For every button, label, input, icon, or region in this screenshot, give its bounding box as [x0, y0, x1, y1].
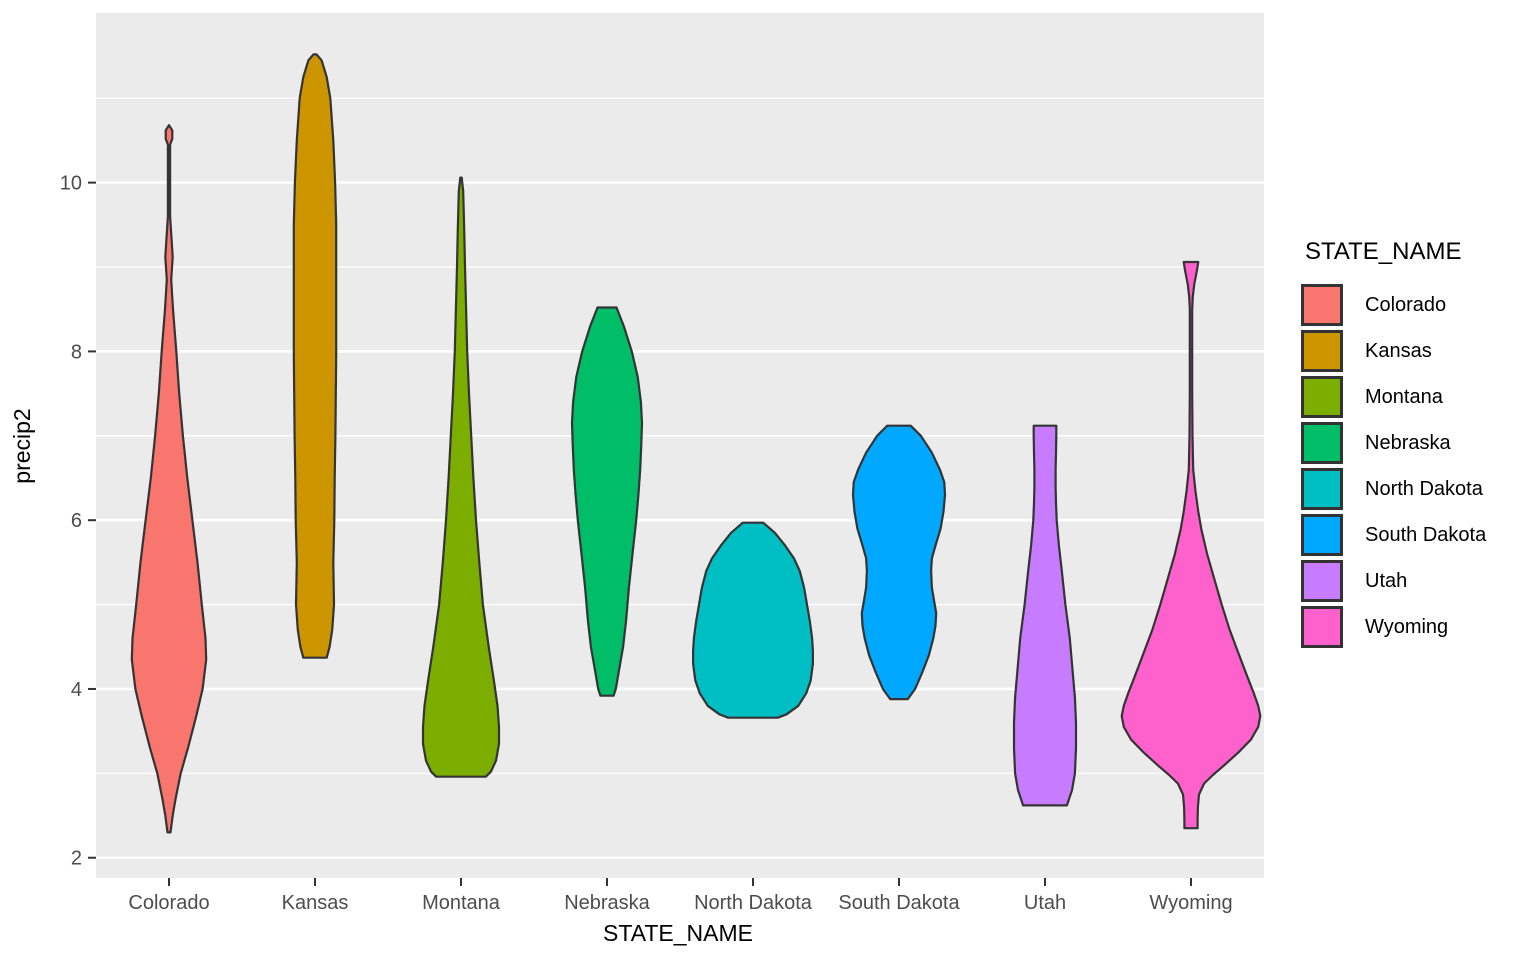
x-tick-label: Kansas	[282, 892, 349, 914]
legend-item-kansas: Kansas	[1301, 328, 1486, 374]
legend-label-kansas: Kansas	[1365, 339, 1432, 362]
violin-montana	[421, 176, 501, 778]
legend-key-montana	[1301, 376, 1343, 418]
legend-rows: Colorado Kansas Montana Nebraska North Dakot…	[1301, 282, 1486, 650]
legend-item-north-dakota: North Dakota	[1301, 466, 1486, 512]
legend: STATE_NAME Colorado Kansas Montana Nebraska…	[1301, 238, 1486, 650]
violin-utah	[1012, 424, 1078, 807]
x-tick-label: Montana	[422, 892, 501, 914]
x-tick-label: Nebraska	[564, 892, 650, 914]
y-axis-title: precip2	[9, 408, 35, 483]
y-tick-label: 2	[71, 848, 82, 870]
legend-item-nebraska: Nebraska	[1301, 420, 1486, 466]
legend-key-nebraska	[1301, 422, 1343, 464]
x-tick-label: South Dakota	[838, 892, 960, 914]
legend-key-south-dakota	[1301, 514, 1343, 556]
legend-label-utah: Utah	[1365, 569, 1408, 592]
axis-ticks: 2 4 6 8 10 Colorado Kansas Montana Nebraska North…	[60, 173, 1233, 914]
violin-colorado	[130, 124, 208, 834]
violins	[130, 53, 1262, 834]
x-tick-label: Colorado	[128, 892, 209, 914]
y-tick-label: 8	[71, 341, 82, 363]
legend-label-south-dakota: South Dakota	[1365, 523, 1487, 546]
violin-kansas	[292, 53, 338, 659]
y-tick-label: 4	[71, 679, 82, 701]
panel-background	[96, 13, 1264, 878]
legend-label-montana: Montana	[1365, 385, 1443, 408]
plot-panel	[96, 13, 1264, 878]
legend-label-north-dakota: North Dakota	[1365, 477, 1483, 500]
legend-key-north-dakota	[1301, 468, 1343, 510]
legend-label-colorado: Colorado	[1365, 293, 1447, 316]
violin-north-dakota	[692, 521, 814, 719]
legend-item-montana: Montana	[1301, 374, 1486, 420]
y-tick-label: 6	[71, 510, 82, 532]
legend-label-wyoming: Wyoming	[1365, 615, 1449, 638]
legend-item-colorado: Colorado	[1301, 282, 1486, 328]
legend-title: STATE_NAME	[1305, 238, 1462, 265]
x-axis-title: STATE_NAME	[603, 920, 753, 946]
legend-key-utah	[1301, 560, 1343, 602]
violin-wyoming	[1120, 260, 1262, 830]
x-tick-label: North Dakota	[694, 892, 813, 914]
legend-label-nebraska: Nebraska	[1365, 431, 1451, 454]
x-tick-label: Utah	[1024, 892, 1066, 914]
legend-key-kansas	[1301, 330, 1343, 372]
legend-item-wyoming: Wyoming	[1301, 604, 1486, 650]
legend-key-colorado	[1301, 284, 1343, 326]
violin-south-dakota	[851, 424, 947, 701]
legend-key-wyoming	[1301, 606, 1343, 648]
y-tick-label: 10	[60, 173, 82, 195]
legend-item-utah: Utah	[1301, 558, 1486, 604]
violin-nebraska	[570, 306, 644, 697]
legend-item-south-dakota: South Dakota	[1301, 512, 1486, 558]
x-tick-label: Wyoming	[1149, 892, 1232, 914]
